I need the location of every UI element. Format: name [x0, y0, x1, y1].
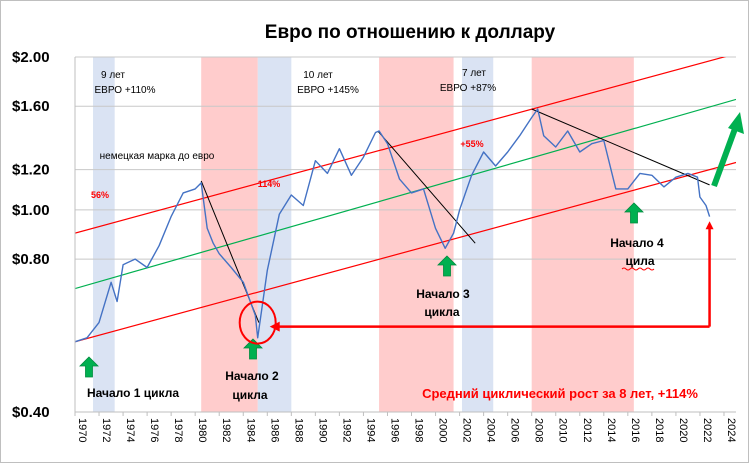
- trend-up-arrow-shaft: [711, 124, 739, 188]
- start1-green-arrow-icon: [79, 356, 99, 378]
- channel-mid-line: [75, 98, 736, 290]
- start4-green-arrow-icon: [624, 202, 644, 224]
- cycle1-years: 9 лет: [101, 70, 125, 81]
- x-tick-label: 1982: [220, 418, 232, 442]
- x-tick-label: 1990: [316, 418, 328, 442]
- y-tick-label: $2.00: [12, 49, 50, 66]
- x-tick-label: 1972: [100, 418, 112, 442]
- x-tick-label: 2010: [557, 418, 569, 442]
- start2-label-line2: цикла: [232, 388, 268, 402]
- start3-label-line2: цикла: [424, 305, 460, 319]
- y-tick-label: $1.20: [12, 162, 50, 179]
- start1-label: Начало 1 цикла: [87, 386, 179, 400]
- pct-55-label: +55%: [460, 139, 483, 149]
- x-tick-label: 1984: [244, 418, 256, 442]
- footer-note: Средний циклический рост за 8 лет, +114%: [422, 386, 698, 401]
- x-tick-label: 1986: [268, 418, 280, 442]
- return-arrow-tip-icon: [705, 221, 714, 230]
- x-tick-label: 2012: [581, 418, 593, 442]
- pct-114-label: 114%: [258, 179, 281, 189]
- y-tick-label: $0.40: [12, 404, 50, 421]
- start4-squiggle: [621, 267, 655, 271]
- start4-label-line1: Начало 4: [610, 236, 664, 250]
- x-tick-label: 2018: [653, 418, 665, 442]
- x-tick-label: 1980: [196, 418, 208, 442]
- blue-band-3: [461, 57, 494, 412]
- trend-up-arrow-head-icon: [728, 112, 744, 134]
- start2-label-line1: Начало 2: [225, 369, 279, 383]
- x-tick-label: 2020: [677, 418, 689, 442]
- downtrend-line-3: [531, 108, 710, 186]
- x-tick-label: 2000: [437, 418, 449, 442]
- pct-56-label: 56%: [91, 190, 109, 200]
- y-tick-label: $1.60: [12, 98, 50, 115]
- return-arrow-head-icon: [269, 321, 280, 332]
- red-band-3: [531, 57, 634, 412]
- y-tick-label: $0.80: [12, 251, 50, 268]
- channel-lower-line: [75, 161, 736, 343]
- x-tick-label: 2004: [485, 418, 497, 442]
- x-tick-label: 1994: [364, 418, 376, 442]
- red-band-2: [379, 57, 454, 412]
- cycle2-years: 10 лет: [303, 70, 333, 81]
- x-tick-label: 2024: [725, 418, 737, 442]
- channel-upper-line: [75, 57, 727, 234]
- y-tick-label: $1.00: [12, 202, 50, 219]
- cycle2-gain: ЕВРО +145%: [297, 85, 359, 96]
- x-tick-label: 1978: [172, 418, 184, 442]
- x-tick-label: 1988: [292, 418, 304, 442]
- dm-note: немецкая марка до евро: [100, 151, 215, 162]
- blue-band-1: [93, 57, 115, 412]
- start4-label-line2: цила: [625, 254, 654, 268]
- eurusd-series-line: [75, 108, 711, 343]
- x-tick-label: 1998: [413, 418, 425, 442]
- red-band-1: [201, 57, 258, 412]
- start3-label-line1: Начало 3: [416, 287, 470, 301]
- cycle1-gain: ЕВРО +110%: [94, 85, 155, 96]
- x-tick-label: 1970: [76, 418, 88, 442]
- downtrend-line-2: [377, 130, 476, 244]
- x-tick-label: 2008: [533, 418, 545, 442]
- x-tick-label: 1992: [340, 418, 352, 442]
- start3-green-arrow-icon: [437, 255, 457, 277]
- x-tick-label: 2022: [701, 418, 713, 442]
- x-tick-label: 2002: [461, 418, 473, 442]
- cycle3-years: 7 лет: [462, 68, 486, 79]
- cycle2-bottom-circle: [238, 300, 277, 345]
- chart-title: Евро по отношению к доллару: [265, 22, 556, 43]
- x-tick-label: 1976: [148, 418, 160, 442]
- x-tick-label: 2016: [629, 418, 641, 442]
- x-tick-label: 1996: [388, 418, 400, 442]
- x-tick-label: 1974: [124, 418, 136, 442]
- cycle3-gain: ЕВРО +87%: [440, 83, 496, 94]
- x-tick-label: 2014: [605, 418, 617, 442]
- x-tick-label: 2006: [509, 418, 521, 442]
